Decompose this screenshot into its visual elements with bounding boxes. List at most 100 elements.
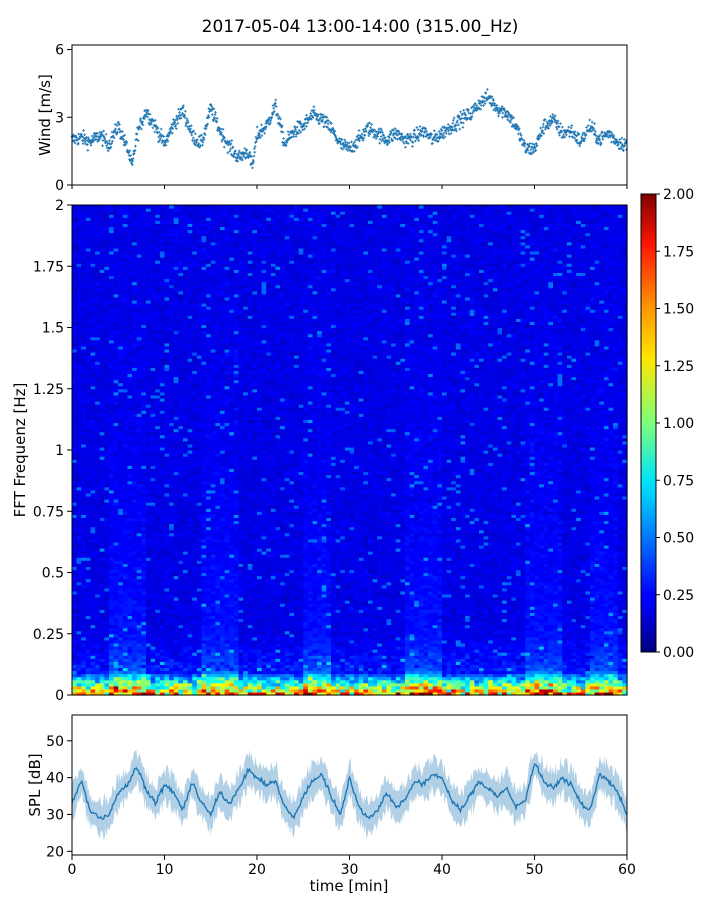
- wind-point: [361, 133, 364, 136]
- wind-point: [253, 151, 256, 154]
- wind-point: [129, 154, 132, 157]
- wind-point: [134, 145, 137, 148]
- wind-point: [414, 140, 417, 143]
- wind-point: [305, 114, 308, 117]
- wind-point: [529, 142, 532, 145]
- wind-point: [602, 138, 605, 141]
- spectrogram-cell: [123, 205, 128, 209]
- wind-point: [492, 99, 495, 102]
- wind-point: [253, 155, 256, 158]
- wind-point: [260, 124, 263, 127]
- wind-point: [190, 134, 193, 137]
- wind-point: [412, 136, 415, 139]
- wind-point: [530, 149, 533, 152]
- wind-point: [539, 127, 542, 130]
- wind-point: [222, 128, 225, 131]
- wind-point: [593, 122, 596, 125]
- wind-point: [447, 123, 450, 126]
- wind-point: [96, 132, 99, 135]
- wind-point: [348, 142, 351, 145]
- wind-point: [272, 107, 275, 110]
- wind-point: [591, 121, 594, 124]
- wind-point: [343, 139, 346, 142]
- wind-point: [91, 135, 94, 138]
- wind-point: [542, 123, 545, 126]
- figure-title: 2017-05-04 13:00-14:00 (315.00_Hz): [202, 17, 519, 37]
- wind-point: [139, 117, 142, 120]
- wind-point: [458, 128, 461, 131]
- wind-axes-frame: [72, 45, 627, 185]
- spectrogram-cell: [81, 205, 86, 209]
- wind-point: [621, 137, 624, 140]
- wind-point: [263, 132, 266, 135]
- wind-panel: 036 Wind [m/s]: [36, 43, 628, 194]
- wind-point: [214, 111, 217, 114]
- wind-point: [223, 146, 226, 149]
- spectrogram-cell: [169, 205, 174, 209]
- wind-point: [419, 125, 422, 128]
- wind-point: [211, 113, 214, 116]
- wind-y-tick-label: 0: [55, 178, 64, 194]
- wind-point: [341, 138, 344, 141]
- wind-point: [184, 110, 187, 113]
- wind-point: [318, 122, 321, 125]
- wind-point: [409, 139, 412, 142]
- wind-point: [350, 141, 353, 144]
- wind-point: [416, 126, 419, 129]
- wind-point: [462, 126, 465, 129]
- wind-point: [345, 148, 348, 151]
- wind-point: [411, 145, 414, 148]
- spectrogram-cell: [109, 205, 114, 209]
- wind-point: [107, 150, 110, 153]
- wind-point: [623, 138, 626, 141]
- wind-point: [542, 126, 545, 129]
- wind-point: [287, 130, 290, 133]
- wind-point: [108, 139, 111, 142]
- wind-point: [370, 123, 373, 126]
- wind-point: [559, 122, 562, 125]
- wind-point: [364, 134, 367, 137]
- wind-point: [482, 104, 485, 107]
- spectrogram-cell: [146, 205, 151, 209]
- wind-point: [418, 139, 421, 142]
- spectrogram-cell: [128, 205, 133, 209]
- wind-point: [299, 131, 302, 134]
- wind-point: [498, 112, 501, 115]
- wind-point: [457, 124, 460, 127]
- wind-point: [82, 142, 85, 145]
- wind-point: [619, 141, 622, 144]
- wind-point: [561, 126, 564, 129]
- wind-point: [353, 150, 356, 153]
- wind-point: [571, 124, 574, 127]
- wind-point: [298, 129, 301, 132]
- wind-point: [251, 167, 254, 170]
- wind-point: [558, 134, 561, 137]
- wind-point: [105, 133, 108, 136]
- spectrogram-heatmap: [72, 205, 628, 696]
- spectrogram-cell: [104, 205, 109, 209]
- spectrogram-cell: [141, 205, 146, 209]
- wind-point: [178, 111, 181, 114]
- wind-point: [228, 150, 231, 153]
- wind-point: [496, 104, 499, 107]
- wind-point: [369, 126, 372, 129]
- wind-point: [456, 120, 459, 123]
- wind-point: [459, 111, 462, 114]
- wind-point: [497, 115, 500, 118]
- spectrogram-cell: [155, 205, 160, 209]
- wind-point: [452, 122, 455, 125]
- wind-point: [111, 140, 114, 143]
- wind-x-ticks: [72, 185, 627, 189]
- wind-point: [327, 123, 330, 126]
- wind-point: [313, 105, 316, 108]
- spectrogram-cell: [100, 205, 105, 209]
- wind-point: [501, 116, 504, 119]
- wind-point: [238, 150, 241, 153]
- wind-point: [256, 126, 259, 129]
- wind-point: [288, 133, 291, 136]
- wind-point: [101, 144, 104, 147]
- wind-point: [549, 115, 552, 118]
- spectrogram-cell: [160, 205, 165, 209]
- wind-y-tick-label: 6: [55, 43, 64, 59]
